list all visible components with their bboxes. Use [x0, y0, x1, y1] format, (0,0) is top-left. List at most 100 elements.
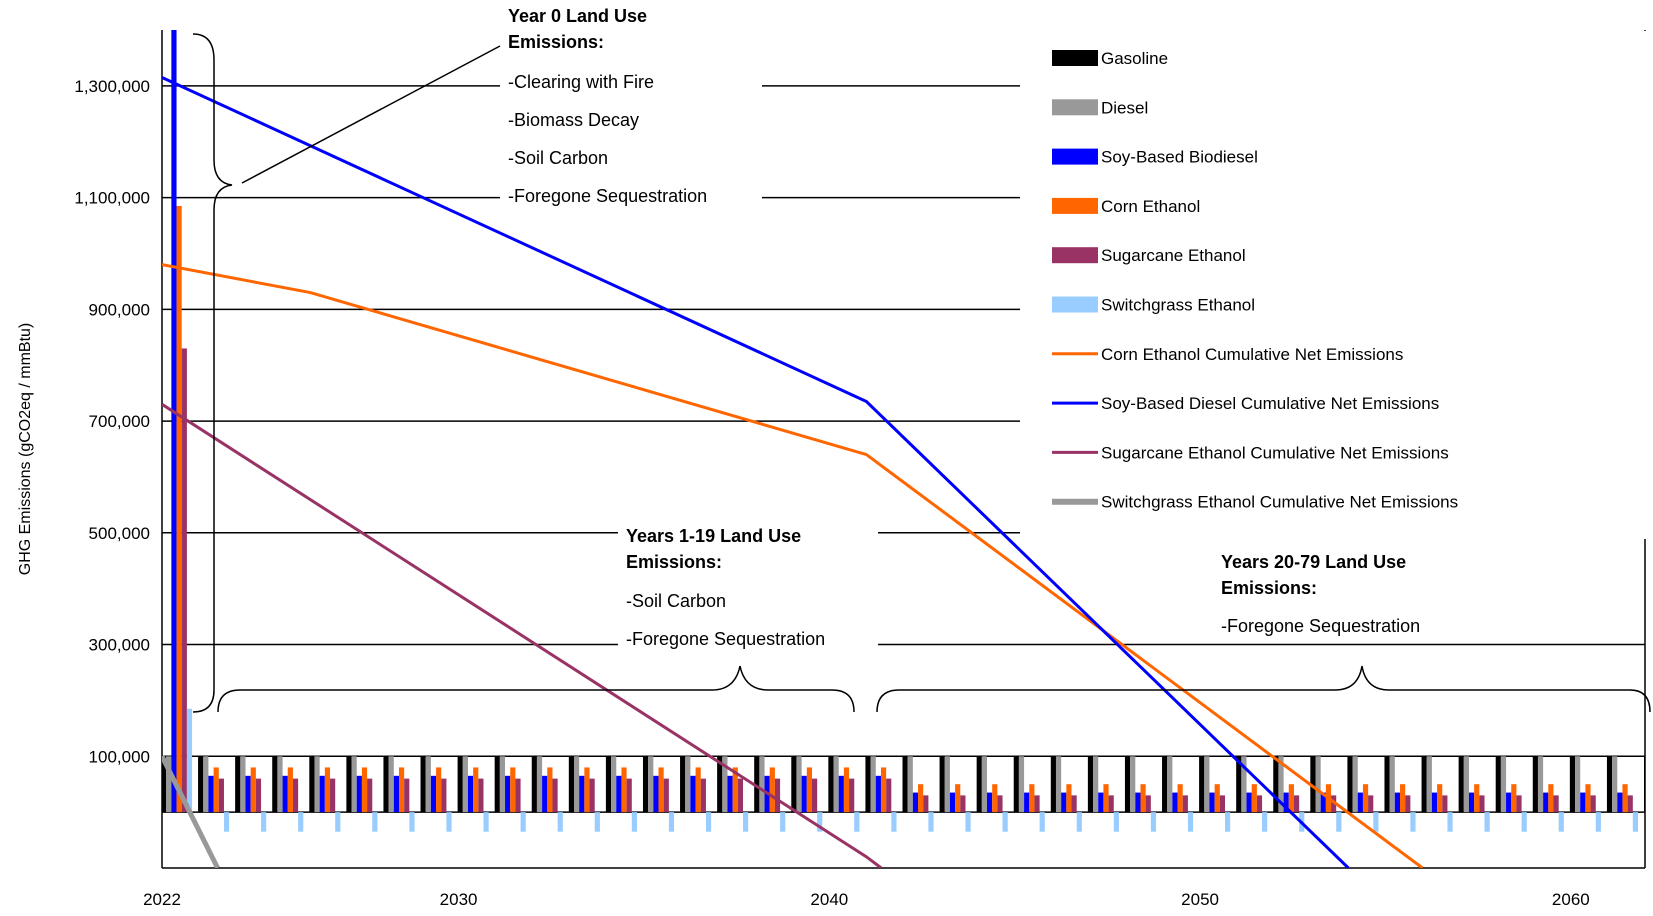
bar [621, 767, 627, 813]
series-line [162, 755, 220, 868]
bar [1511, 784, 1517, 813]
bar [981, 756, 988, 813]
bar [1013, 756, 1019, 813]
bar [987, 792, 993, 813]
bar [346, 756, 352, 813]
legend-swatch [1052, 148, 1098, 165]
bar [727, 775, 733, 813]
bar [1558, 812, 1564, 832]
bar [1130, 756, 1136, 813]
bar [473, 767, 479, 813]
bar [1167, 756, 1173, 813]
bar [1548, 784, 1554, 813]
bar [870, 756, 876, 813]
bar [1098, 792, 1104, 813]
bar [536, 756, 543, 813]
bar [1199, 756, 1205, 813]
bar [1484, 812, 1490, 832]
bar [854, 812, 860, 832]
annotation-box [618, 522, 878, 649]
bar [1140, 784, 1146, 813]
bar [754, 756, 760, 813]
bar [949, 792, 956, 813]
bar [361, 767, 368, 813]
bar [1442, 795, 1448, 813]
bar [1632, 812, 1638, 832]
bar [1283, 792, 1289, 813]
bar [1320, 792, 1326, 813]
legend-label: Gasoline [1101, 49, 1168, 68]
bar [372, 812, 378, 832]
bar [441, 778, 447, 813]
bar [732, 767, 738, 813]
bar [483, 812, 489, 832]
bar [759, 756, 765, 813]
bar [1644, 756, 1645, 813]
bar [605, 756, 612, 813]
bar [547, 767, 553, 813]
bar [611, 756, 617, 813]
bar [695, 767, 701, 813]
bar [457, 756, 463, 813]
bar [1575, 756, 1581, 813]
bar [1506, 792, 1512, 813]
bar [568, 756, 575, 813]
annotation-title: Years 1-19 Land Use [626, 526, 801, 546]
bar [1532, 756, 1538, 813]
bar [955, 784, 961, 813]
annotation-box [1213, 548, 1477, 636]
legend-label: Sugarcane Ethanol Cumulative Net Emissio… [1101, 443, 1449, 462]
bar [1050, 756, 1056, 813]
annotation-pointer [241, 45, 501, 184]
bar [324, 767, 331, 813]
bar [198, 756, 204, 813]
bar [1135, 792, 1141, 813]
bar [505, 775, 511, 813]
bar [1066, 784, 1072, 813]
bar [1394, 792, 1401, 813]
bar [1405, 795, 1411, 813]
bar [383, 756, 389, 813]
bar [181, 348, 187, 813]
bar [886, 778, 892, 813]
bar [1236, 756, 1242, 813]
bar [705, 812, 712, 832]
bar [282, 775, 288, 813]
bar [1241, 756, 1247, 813]
bar [1426, 756, 1432, 813]
bar [393, 775, 399, 813]
bar [928, 812, 934, 832]
bar [1315, 756, 1321, 813]
bar [722, 756, 728, 813]
series-line [162, 76, 1350, 868]
bar [404, 778, 410, 813]
bar [1256, 795, 1263, 813]
bar [478, 778, 484, 813]
legend-box [1020, 31, 1652, 539]
bar [579, 775, 585, 813]
bar [912, 792, 919, 813]
bar [939, 756, 945, 813]
bar [203, 756, 209, 813]
bar [668, 812, 675, 832]
bar [261, 812, 267, 832]
y-axis-label: GHG Emissions (gCO2eq / mmBtu) [17, 323, 34, 576]
y-tick-label: 300,000 [89, 636, 150, 655]
bar [700, 778, 706, 813]
bar [1590, 795, 1596, 813]
bar [1209, 792, 1215, 813]
bar [1288, 784, 1294, 813]
bar [944, 756, 950, 813]
bar [335, 812, 341, 832]
bar [162, 756, 167, 813]
bar [1093, 756, 1099, 813]
bar [1479, 795, 1485, 813]
bar [1468, 792, 1475, 813]
bar [467, 775, 474, 813]
bar [277, 756, 283, 813]
bar [769, 767, 775, 813]
bar [717, 756, 723, 813]
y-tick-label: 1,300,000 [74, 77, 150, 96]
bar [965, 812, 971, 832]
bar [1585, 784, 1591, 813]
